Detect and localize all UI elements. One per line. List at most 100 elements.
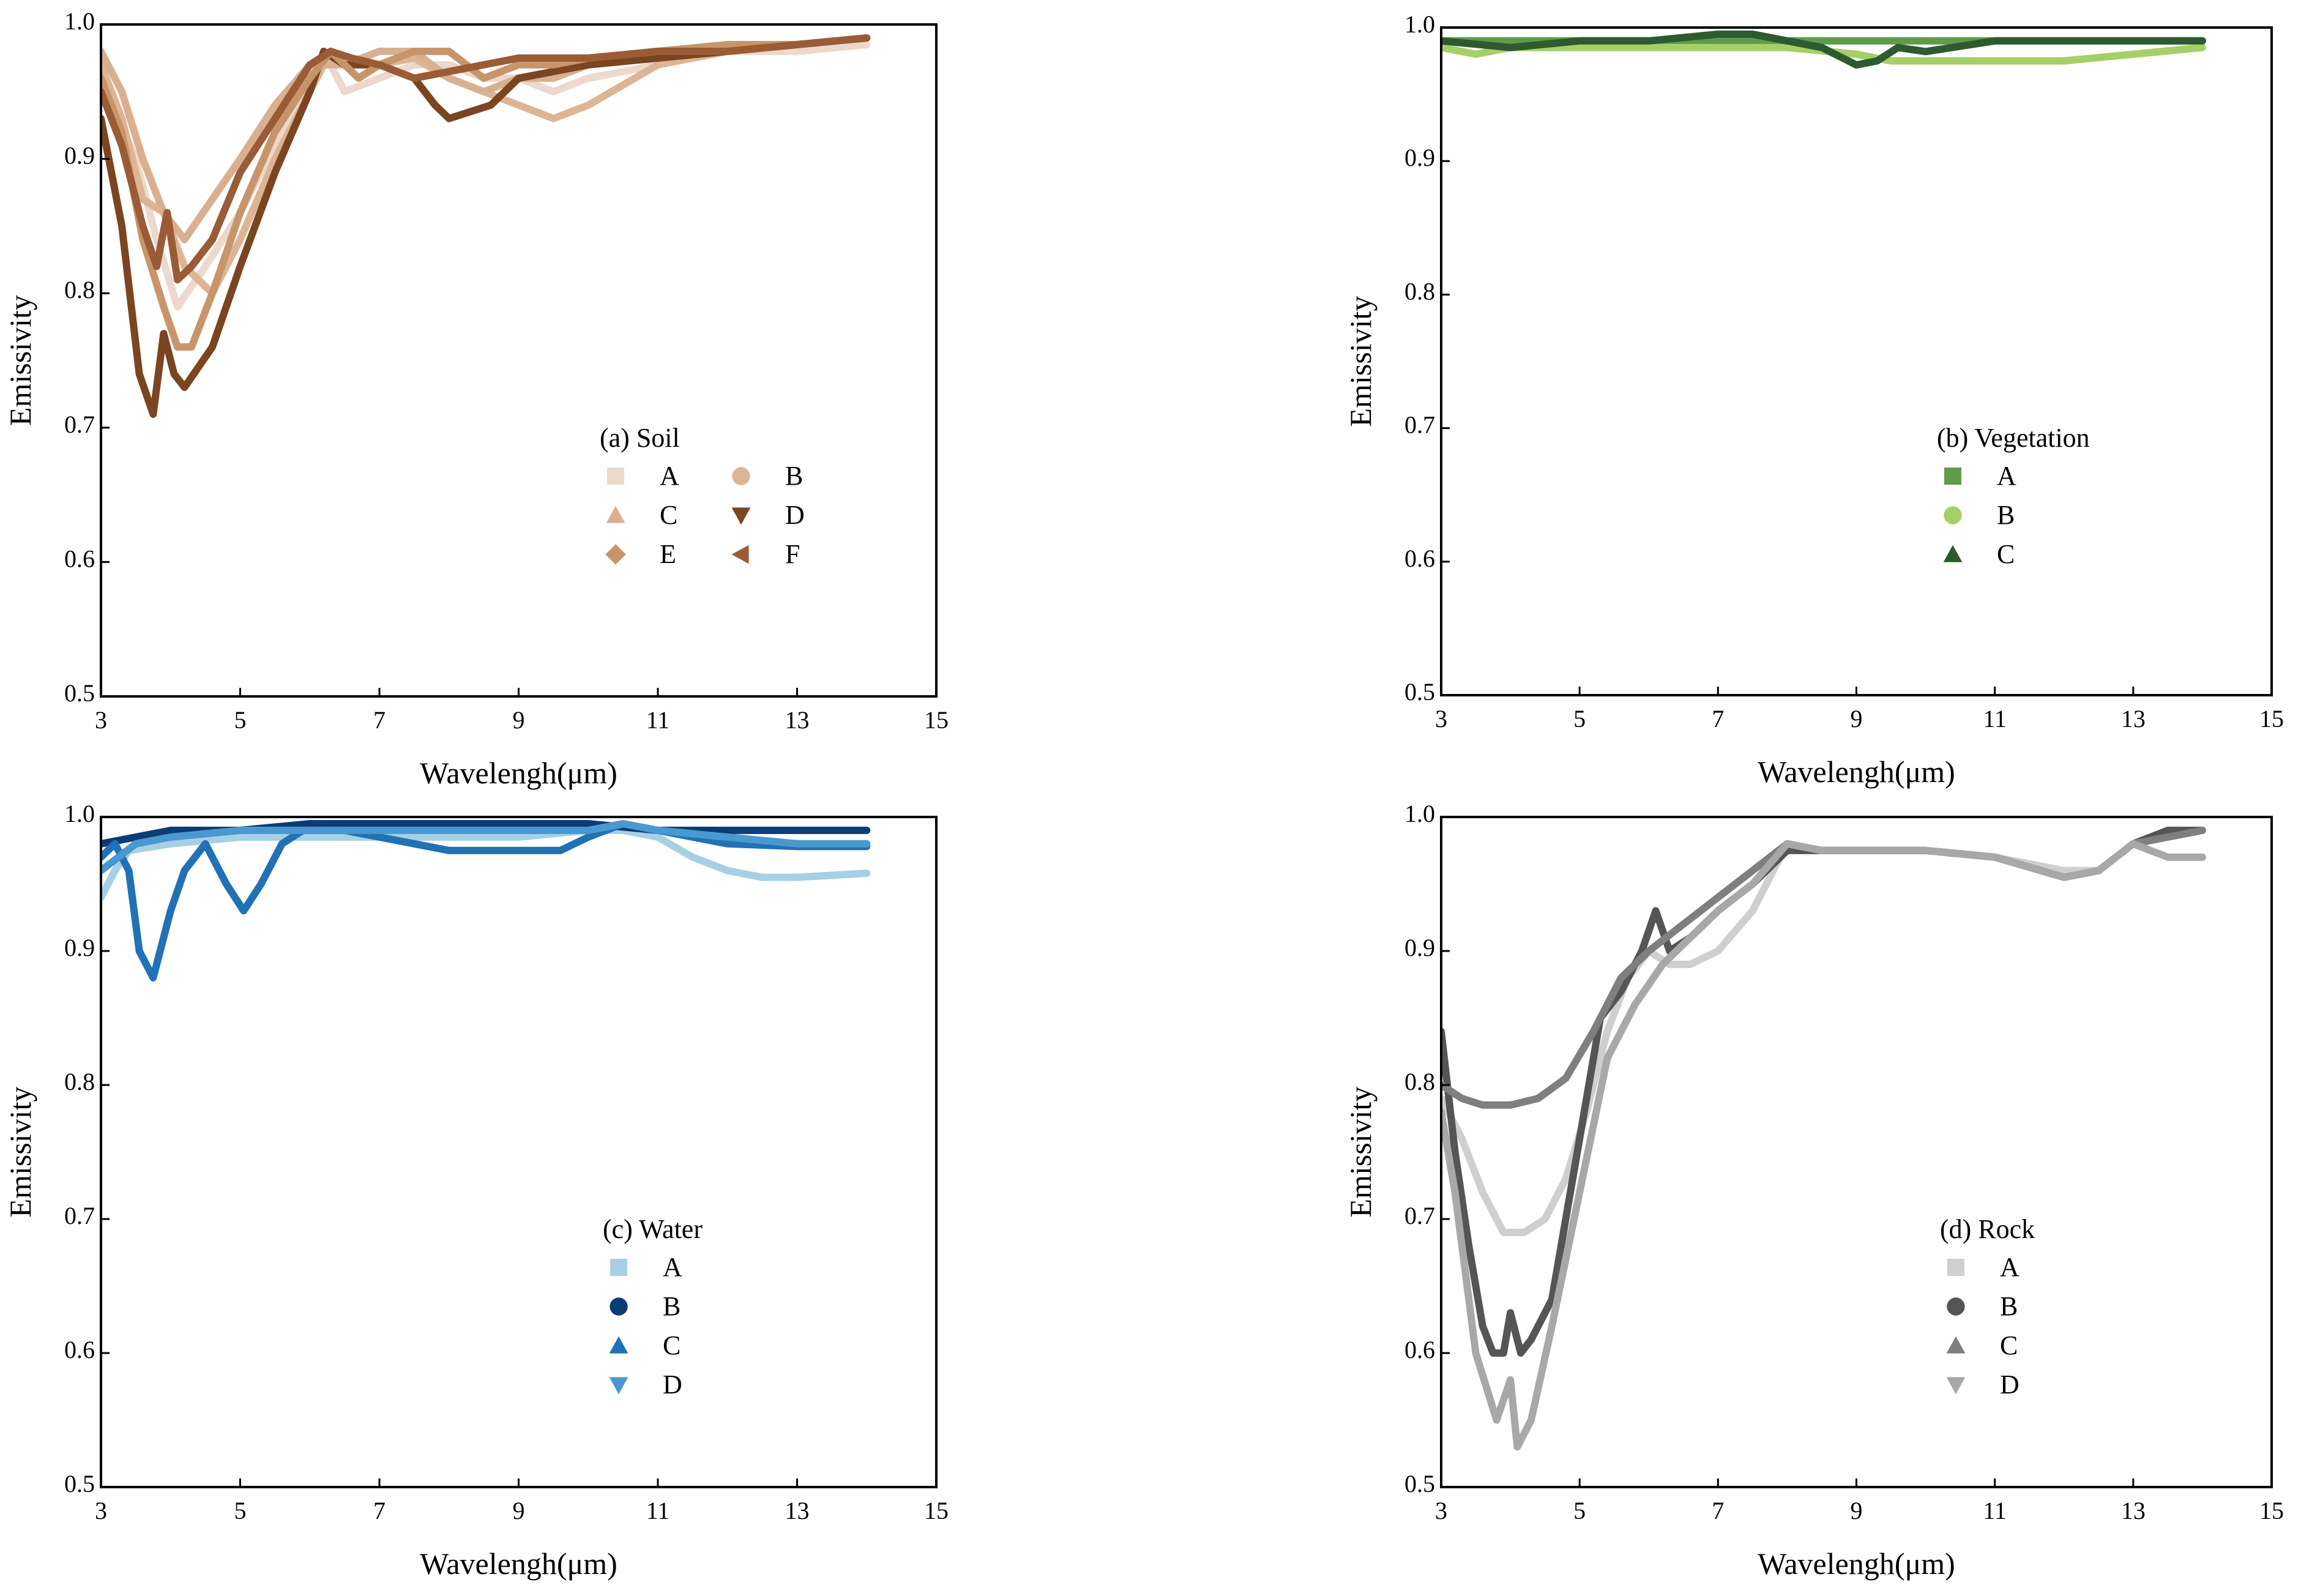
legend-marker-B — [1947, 1297, 1965, 1316]
x-tick-label: 11 — [1983, 1497, 2007, 1524]
legend-label-D: D — [2000, 1370, 2019, 1400]
legend-label-A: A — [2000, 1252, 2019, 1282]
x-tick-label: 5 — [1573, 705, 1586, 733]
y-tick-label: 0.9 — [64, 142, 95, 170]
x-axis-title: Wavelengh(μm) — [1758, 755, 1955, 789]
x-axis-title: Wavelengh(μm) — [420, 1546, 617, 1581]
y-axis-title: Emissivity — [1343, 1087, 1378, 1218]
legend-marker-B — [732, 467, 750, 485]
legend-marker-B — [610, 1297, 628, 1316]
x-tick-label: 9 — [1851, 705, 1863, 733]
series-line-water-B — [101, 820, 871, 848]
x-tick-label: 15 — [2259, 705, 2284, 733]
legend-marker-A — [610, 1259, 627, 1276]
x-axis-title: Wavelengh(μm) — [420, 756, 617, 790]
y-tick-label: 0.6 — [64, 545, 95, 572]
y-tick-label: 0.8 — [64, 276, 95, 304]
legend-label-B: B — [1997, 500, 2015, 530]
legend-label-D: D — [663, 1370, 682, 1400]
x-tick-label: 3 — [95, 1497, 107, 1524]
legend-marker-E — [605, 544, 626, 565]
y-tick-label: 0.9 — [1404, 934, 1435, 961]
y-tick-label: 0.5 — [64, 679, 95, 707]
y-tick-label: 0.9 — [1404, 144, 1435, 171]
series-line-soil-A — [101, 40, 871, 311]
legend-label-C: C — [663, 1330, 681, 1360]
legend-title: (a) Soil — [600, 423, 680, 453]
y-tick-label: 0.7 — [1404, 411, 1435, 439]
y-axis-title: Emissivity — [1343, 296, 1378, 427]
legend-marker-D — [609, 1377, 628, 1395]
legend-marker-C — [606, 505, 625, 523]
series-line-rock-A — [1441, 826, 2206, 1236]
legend-marker-C — [1943, 545, 1963, 562]
x-tick-label: 3 — [95, 706, 107, 734]
y-tick-label: 0.5 — [1404, 1470, 1435, 1497]
x-tick-label: 11 — [646, 1497, 670, 1524]
y-tick-label: 1.0 — [1404, 10, 1435, 38]
y-tick-label: 0.8 — [1404, 277, 1435, 305]
series-line-soil-D — [101, 34, 871, 418]
series-line-water-A — [101, 826, 871, 901]
y-tick-label: 0.7 — [1404, 1202, 1435, 1229]
x-tick-label: 7 — [373, 706, 386, 734]
x-tick-label: 15 — [2259, 1497, 2284, 1524]
y-tick-label: 0.7 — [64, 411, 95, 438]
x-axis-title: Wavelengh(μm) — [1758, 1546, 1955, 1581]
y-tick-label: 1.0 — [1404, 800, 1435, 827]
series-lines — [1441, 826, 2206, 1451]
series-lines — [101, 34, 871, 418]
x-tick-label: 7 — [1712, 705, 1724, 733]
x-tick-label: 13 — [2121, 705, 2146, 733]
x-tick-label: 7 — [1712, 1497, 1724, 1524]
x-tick-label: 13 — [785, 706, 810, 734]
legend-label-A: A — [663, 1252, 682, 1282]
y-tick-label: 0.6 — [1404, 545, 1435, 572]
legend-label-B: B — [785, 461, 803, 491]
y-tick-label: 0.6 — [64, 1336, 95, 1363]
legend-label-C: C — [2000, 1330, 2018, 1360]
legend-label-B: B — [663, 1291, 681, 1321]
legend-marker-B — [1944, 506, 1962, 524]
y-tick-label: 1.0 — [64, 800, 95, 827]
x-tick-label: 5 — [1573, 1497, 1586, 1524]
series-lines — [101, 820, 871, 982]
x-tick-label: 9 — [1851, 1497, 1863, 1524]
x-tick-label: 15 — [924, 1497, 949, 1524]
series-line-rock-D — [1441, 840, 2206, 1451]
legend-marker-A — [1947, 1259, 1964, 1276]
legend-marker-A — [607, 468, 624, 485]
y-tick-label: 0.8 — [64, 1068, 95, 1095]
y-tick-label: 0.6 — [1404, 1336, 1435, 1363]
legend-title: (d) Rock — [1940, 1214, 2035, 1244]
legend: (b) Vegetation ABC — [1937, 423, 2090, 569]
x-tick-label: 5 — [234, 706, 247, 734]
chart-panel-soil: 3 5 7 9 11 13 15 0.5 0.6 0.7 0.8 0.9 1.0 Wavelengh(μm… — [3, 7, 949, 790]
y-axis-title: Emissivity — [3, 295, 37, 426]
legend-title: (c) Water — [603, 1214, 703, 1244]
y-tick-label: 0.5 — [64, 1470, 95, 1497]
chart-panel-water: 3 5 7 9 11 13 15 0.5 0.6 0.7 0.8 0.9 1.0 Wavelengh(μm… — [3, 800, 949, 1581]
x-tick-label: 11 — [1983, 705, 2007, 733]
x-tick-label: 9 — [513, 706, 525, 734]
legend-label-B: B — [2000, 1291, 2018, 1321]
legend-label-A: A — [660, 461, 679, 491]
legend-marker-C — [609, 1336, 628, 1354]
legend-label-E: E — [660, 539, 676, 569]
chart-panel-vegetation: 3 5 7 9 11 13 15 0.5 0.6 0.7 0.8 0.9 1.0 Wavelengh(μm… — [1343, 10, 2284, 789]
y-axis-title: Emissivity — [3, 1087, 37, 1218]
y-tick-label: 1.0 — [64, 7, 95, 35]
x-tick-label: 13 — [785, 1497, 810, 1524]
legend-title: (b) Vegetation — [1937, 423, 2090, 453]
y-tick-label: 0.8 — [1404, 1068, 1435, 1095]
legend: (a) Soil A B C D E F — [600, 423, 805, 569]
series-line-vegetation-C — [1441, 30, 2206, 69]
y-tick-label: 0.5 — [1404, 678, 1435, 706]
legend-marker-D — [1946, 1377, 1966, 1395]
legend-marker-F — [731, 545, 749, 564]
x-tick-label: 11 — [646, 706, 670, 734]
y-tick-label: 0.9 — [64, 934, 95, 961]
x-tick-label: 7 — [373, 1497, 386, 1524]
